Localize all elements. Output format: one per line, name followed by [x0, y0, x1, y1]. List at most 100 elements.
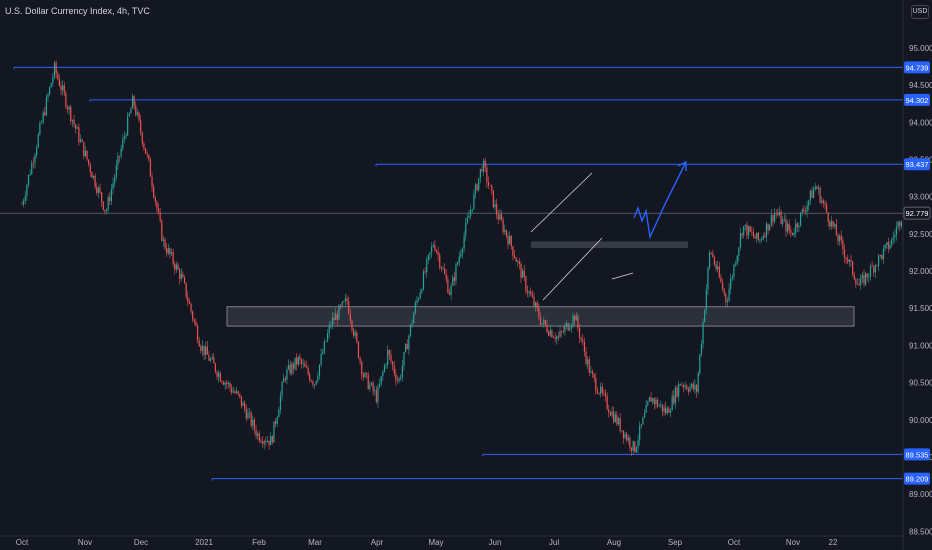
candle-body — [518, 261, 520, 264]
candle-body — [162, 239, 165, 241]
candle-body — [196, 326, 199, 341]
candle-body — [759, 239, 761, 241]
candle-body — [809, 190, 811, 201]
price-tick-label: 92.000 — [909, 267, 932, 276]
candle-body — [102, 201, 104, 210]
candle-body — [193, 319, 195, 322]
candle-body — [603, 392, 605, 394]
candle-body — [372, 382, 374, 392]
candle-body — [130, 108, 132, 114]
candle-body — [616, 414, 618, 425]
candle-body — [392, 361, 394, 366]
candle-body — [531, 294, 533, 298]
candle-body — [544, 320, 546, 325]
candle-body — [790, 230, 792, 233]
candle-body — [424, 271, 426, 273]
candle-body — [538, 308, 540, 318]
candle-body — [871, 265, 873, 267]
candle-body — [222, 382, 225, 385]
candle-body — [720, 277, 722, 283]
candle-body — [886, 242, 888, 245]
candle-body — [405, 344, 407, 353]
candle-body — [34, 155, 36, 163]
candle-body — [453, 277, 455, 281]
candle-body — [388, 350, 390, 355]
candle-body — [773, 212, 776, 222]
candle-body — [379, 383, 381, 388]
candle-body — [673, 395, 675, 404]
candle-body — [522, 270, 524, 278]
candle-body — [785, 219, 787, 232]
candle-body — [865, 273, 867, 285]
candle-body — [760, 239, 763, 240]
candle-body — [104, 209, 106, 212]
candle-body — [149, 159, 152, 177]
candle-body — [791, 232, 794, 235]
candle-body — [801, 209, 803, 213]
chart-title: U.S. Dollar Currency Index, 4h, TVC — [5, 6, 150, 16]
candle-body — [858, 283, 860, 286]
candle-body — [663, 407, 665, 412]
candle-body — [60, 86, 62, 91]
candle-body — [37, 134, 39, 148]
candle-body — [697, 373, 699, 392]
candle-body — [105, 210, 108, 212]
candle-body — [107, 197, 109, 211]
candle-body — [466, 218, 468, 223]
candle-body — [140, 120, 142, 133]
candle-body — [596, 390, 599, 394]
candle-body — [852, 261, 854, 275]
currency-button[interactable]: USD — [911, 5, 929, 19]
candle-body — [278, 409, 280, 418]
candle-body — [123, 136, 126, 140]
candle-body — [762, 235, 764, 240]
candle-body — [484, 160, 486, 168]
candle-body — [369, 384, 371, 389]
price-tag-label: 89.209 — [906, 475, 929, 484]
channel-upper-line — [530, 172, 593, 233]
candle-body — [289, 364, 291, 374]
candle-body — [39, 123, 41, 135]
candle-body — [481, 169, 483, 172]
candle-body — [608, 409, 610, 413]
candle-body — [203, 345, 205, 355]
candle-body — [757, 232, 759, 241]
candle-body — [164, 239, 166, 249]
candle-body — [478, 177, 480, 191]
candle-body — [743, 226, 745, 236]
price-tick-label: 94.500 — [909, 81, 932, 90]
candle-body — [502, 220, 504, 232]
candle-body — [190, 303, 192, 312]
candle-body — [429, 252, 431, 255]
candle-body — [622, 430, 625, 438]
candle-body — [796, 223, 798, 228]
price-tags: 94.739 94.302 93.437 92.779 89.535 89.209 — [903, 61, 931, 485]
candles — [21, 60, 902, 456]
candle-body — [707, 267, 709, 290]
candle-body — [240, 396, 243, 406]
candle-body — [263, 441, 265, 444]
candle-body — [135, 106, 137, 115]
candle-body — [853, 274, 855, 280]
candle-body — [157, 208, 160, 213]
candle-body — [58, 78, 60, 87]
candle-body — [252, 419, 254, 426]
candle-body — [804, 211, 807, 212]
candle-body — [897, 221, 899, 228]
time-tick-label: Feb — [252, 538, 266, 547]
candle-body — [201, 345, 204, 351]
candle-body — [575, 315, 577, 321]
candle-body — [31, 162, 33, 174]
candle-body — [695, 385, 698, 392]
candle-body — [138, 112, 140, 121]
price-axis: 95.00094.50094.00093.50093.00092.50092.0… — [902, 0, 932, 550]
candle-body — [361, 361, 363, 375]
candle-body — [489, 185, 491, 187]
candle-body — [79, 139, 82, 142]
candle-body — [299, 356, 301, 360]
candle-body — [640, 424, 642, 426]
time-tick-label: Nov — [78, 538, 92, 547]
projection-path — [633, 161, 687, 240]
candle-body — [614, 414, 616, 422]
